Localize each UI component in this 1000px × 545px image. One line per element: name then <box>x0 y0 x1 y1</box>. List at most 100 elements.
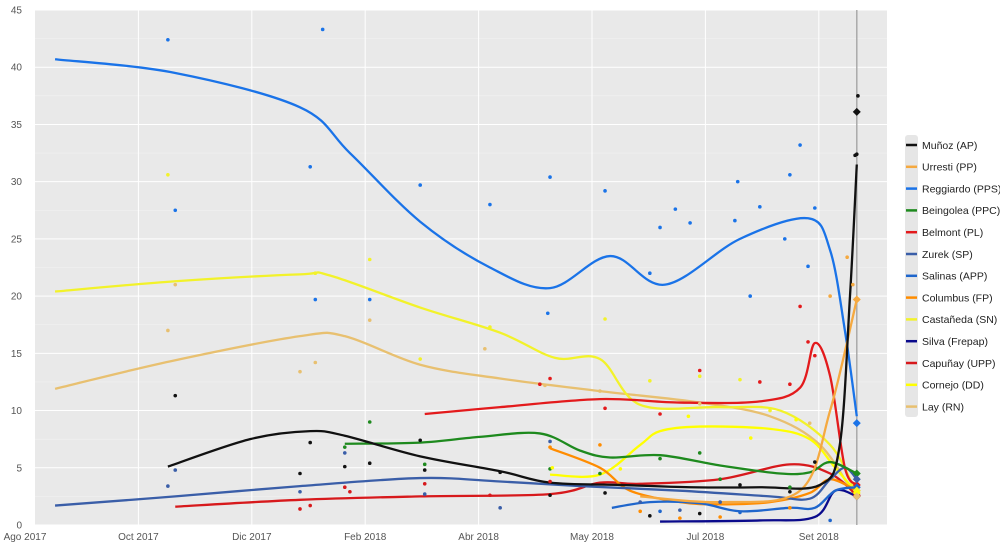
x-tick-label: Jul 2018 <box>686 532 724 543</box>
data-point <box>768 408 772 413</box>
data-point <box>678 516 682 520</box>
data-point <box>173 393 178 398</box>
data-point <box>813 206 817 210</box>
y-tick-label: 40 <box>11 63 23 74</box>
data-point <box>550 465 555 470</box>
data-point <box>320 27 325 32</box>
data-point <box>828 518 832 523</box>
data-point <box>603 189 607 193</box>
data-point <box>483 346 487 351</box>
data-point <box>813 460 817 464</box>
legend-label: Cornejo (DD) <box>922 380 984 392</box>
data-point <box>548 439 552 444</box>
data-point <box>658 412 662 416</box>
series-line <box>611 486 857 513</box>
data-point <box>308 503 313 508</box>
series-line <box>175 463 858 508</box>
data-point <box>758 205 762 209</box>
data-point <box>798 143 802 147</box>
y-tick-label: 30 <box>11 177 23 188</box>
data-point <box>648 379 652 383</box>
data-point <box>488 202 492 207</box>
final-result-marker <box>852 469 861 478</box>
data-point <box>658 225 662 230</box>
data-point <box>788 173 792 177</box>
legend-label: Silva (Frepap) <box>922 336 988 348</box>
data-point <box>367 297 372 302</box>
data-point <box>813 353 817 358</box>
legend-label: Columbus (FP) <box>922 292 993 304</box>
y-tick-label: 25 <box>11 234 23 245</box>
data-point <box>718 477 722 482</box>
data-point <box>638 500 642 504</box>
final-result-marker <box>852 419 861 428</box>
y-tick-label: 15 <box>11 349 23 360</box>
final-result-marker <box>852 295 861 304</box>
data-point <box>166 484 170 488</box>
data-point <box>718 500 722 504</box>
series-line <box>54 58 858 417</box>
x-tick-label: Abr 2018 <box>458 532 499 543</box>
legend-label: Beingolea (PPC) <box>922 205 1000 217</box>
series-line <box>54 271 857 492</box>
data-point <box>788 382 792 387</box>
data-point <box>166 37 170 42</box>
series-line <box>344 431 858 476</box>
data-point <box>738 377 742 382</box>
data-point <box>418 183 422 187</box>
x-tick-label: Ago 2017 <box>4 532 47 543</box>
series-line <box>550 425 858 494</box>
data-point <box>658 509 662 514</box>
data-point <box>603 491 607 495</box>
data-point <box>738 483 742 487</box>
data-point <box>748 436 753 440</box>
data-point <box>173 468 178 472</box>
data-point <box>422 482 427 486</box>
legend-label: Belmont (PL) <box>922 227 983 239</box>
legend-label: Reggiardo (PPS) <box>922 183 1000 195</box>
data-point <box>308 440 313 445</box>
data-point <box>688 221 692 225</box>
data-point <box>488 325 492 329</box>
data-point <box>548 493 552 498</box>
data-point <box>548 479 552 484</box>
data-point <box>422 468 427 472</box>
data-point <box>166 173 170 177</box>
data-point <box>686 414 691 419</box>
data-point <box>658 456 662 461</box>
data-point <box>618 467 623 471</box>
data-point <box>648 514 652 518</box>
data-point <box>548 376 552 381</box>
y-tick-label: 0 <box>16 521 22 532</box>
data-point <box>418 357 422 361</box>
data-point <box>548 445 552 449</box>
legend-label: Urresti (PP) <box>922 162 977 174</box>
series-line <box>54 331 857 498</box>
data-point <box>788 506 792 510</box>
data-point <box>313 297 318 302</box>
data-point <box>648 271 652 276</box>
data-point <box>166 328 170 333</box>
x-tick-label: Oct 2017 <box>118 532 159 543</box>
data-point <box>806 264 810 269</box>
data-point <box>697 511 702 516</box>
data-point <box>498 506 502 510</box>
data-point <box>851 282 855 287</box>
data-point <box>697 368 702 373</box>
data-point <box>794 417 798 422</box>
data-point <box>348 490 352 494</box>
final-result-marker <box>852 107 861 116</box>
data-point <box>733 218 737 223</box>
data-point <box>543 383 547 388</box>
data-point <box>313 360 318 365</box>
x-tick-label: Dic 2017 <box>232 532 272 543</box>
data-point <box>798 304 802 309</box>
data-point <box>367 461 372 466</box>
y-tick-label: 45 <box>11 6 23 17</box>
data-point <box>828 294 832 298</box>
data-point <box>806 340 810 344</box>
data-point <box>545 311 550 316</box>
legend-label: Salinas (APP) <box>922 271 987 283</box>
data-point <box>308 164 313 169</box>
